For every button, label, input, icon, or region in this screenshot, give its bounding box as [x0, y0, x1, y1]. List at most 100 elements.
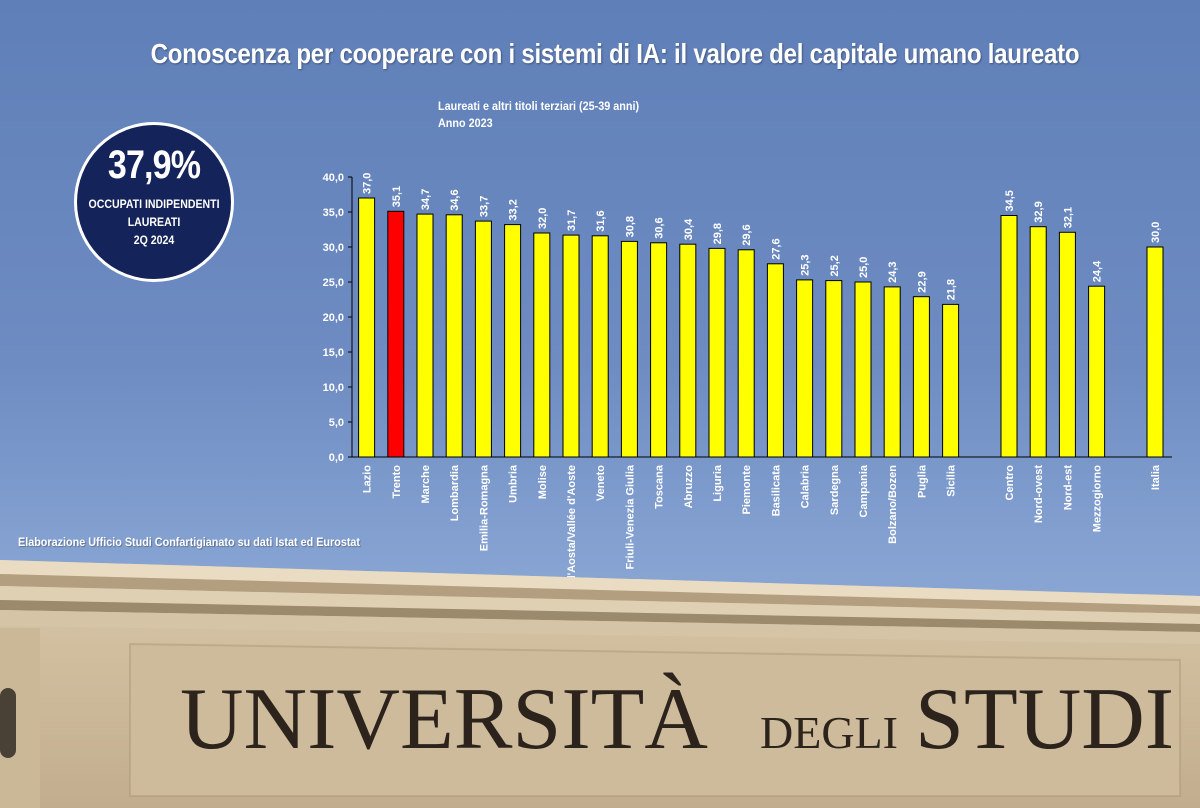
bar	[679, 243, 697, 458]
bar-value-label: 24,4	[1092, 260, 1104, 282]
bar	[1029, 226, 1047, 458]
bar	[533, 232, 551, 458]
university-building-image: UNIVERSITÀ DEGLI STUDI	[0, 560, 1200, 808]
badge-line-3: 2Q 2024	[133, 233, 175, 247]
x-tick-label: Piemonte	[741, 465, 753, 515]
x-tick-label: Lazio	[362, 465, 374, 493]
bar	[883, 286, 901, 458]
building-text-degli: DEGLI	[760, 707, 898, 758]
x-tick-label: Sardegna	[829, 464, 841, 515]
y-tick-label: 5,0	[329, 417, 344, 429]
bar-value-label: 25,2	[829, 255, 841, 276]
bar	[766, 263, 784, 458]
x-tick-label: Toscana	[654, 464, 666, 509]
x-tick-label: Centro	[1004, 465, 1016, 501]
bar	[445, 214, 463, 458]
y-tick-label: 0,0	[329, 452, 344, 464]
bar	[942, 303, 960, 458]
bar	[504, 224, 522, 458]
bar-value-label: 27,6	[770, 238, 782, 259]
x-tick-label: Campania	[858, 464, 870, 517]
x-tick-label: Friuli-Venezia Giulia	[624, 464, 636, 569]
bar-value-label: 35,1	[391, 186, 403, 207]
bar	[737, 249, 755, 458]
x-tick-label: Emilia-Romagna	[478, 464, 490, 551]
x-tick-label: Umbria	[508, 464, 520, 503]
bar	[650, 242, 668, 458]
x-tick-label: Marche	[420, 465, 432, 504]
bar-value-label: 30,6	[654, 217, 666, 238]
x-tick-label: Valle d'Aosta/Vallée d'Aoste	[566, 465, 578, 600]
x-tick-label: Mezzogiorno	[1092, 465, 1104, 532]
x-tick-label: Veneto	[595, 465, 607, 501]
x-tick-label: Trento	[391, 465, 403, 499]
badge-line-1: OCCUPATI INDIPENDENTI	[88, 197, 220, 211]
bar-value-label: 32,9	[1033, 201, 1045, 222]
y-tick-label: 35,0	[323, 207, 344, 219]
x-tick-label: Nord-ovest	[1033, 465, 1045, 523]
bar-value-label: 30,0	[1150, 222, 1162, 243]
bar-value-label: 33,2	[508, 199, 520, 220]
bar-value-label: 25,0	[858, 257, 870, 278]
bar	[708, 247, 726, 458]
y-tick-label: 20,0	[323, 312, 344, 324]
bar-value-label: 25,3	[800, 254, 812, 275]
bar-value-label: 29,8	[712, 223, 724, 244]
bar-value-label: 34,6	[449, 189, 461, 210]
bar	[416, 213, 434, 458]
x-tick-label: Sicilia	[946, 464, 958, 497]
stat-badge: 37,9% OCCUPATI INDIPENDENTI LAUREATI 2Q …	[74, 122, 234, 282]
bar-value-label: 21,8	[946, 279, 958, 300]
y-tick-label: 25,0	[323, 277, 344, 289]
bar	[1000, 215, 1018, 458]
bar-value-label: 37,0	[362, 173, 374, 194]
bar	[562, 234, 580, 458]
x-tick-label: Bolzano/Bozen	[887, 465, 899, 544]
bar	[825, 280, 843, 458]
x-tick-label: Basilicata	[770, 464, 782, 516]
bar-value-label: 33,7	[478, 196, 490, 217]
bar-value-label: 34,7	[420, 189, 432, 210]
chart-subtitle: Laureati e altri titoli terziari (25-39 …	[438, 98, 639, 132]
bar-chart: 0,0 5,0 10,0 15,0 20,0 25,0 30,0 35,0 40,0 37,0 La…	[323, 172, 1172, 600]
x-tick-label: Liguria	[712, 464, 724, 502]
bar-value-label: 32,0	[537, 208, 549, 229]
bar-value-label: 32,1	[1062, 207, 1074, 228]
bar-value-label: 31,6	[595, 210, 607, 231]
x-tick-label: Abruzzo	[683, 465, 695, 509]
bar-value-label: 30,4	[683, 218, 695, 240]
bar	[1088, 285, 1106, 458]
page-title: Conoscenza per cooperare con i sistemi d…	[150, 38, 1080, 69]
source-note: Elaborazione Ufficio Studi Confartigiana…	[18, 535, 361, 549]
bar-value-label: 22,9	[916, 271, 928, 292]
bar-value-label: 30,8	[624, 216, 636, 237]
bar	[591, 235, 609, 458]
bar	[1146, 246, 1164, 458]
building-text-universita: UNIVERSITÀ	[180, 671, 708, 768]
y-tick-label: 15,0	[323, 347, 344, 359]
x-tick-label: Italia	[1150, 464, 1162, 490]
x-tick-label: Lombardia	[449, 464, 461, 521]
bar-value-label: 24,3	[887, 261, 899, 282]
x-tick-label: Nord-est	[1062, 465, 1074, 511]
y-tick-label: 10,0	[323, 382, 344, 394]
bar	[474, 220, 492, 458]
x-tick-label: Calabria	[800, 464, 812, 508]
bar-value-label: 34,5	[1004, 190, 1016, 211]
x-tick-label: Molise	[537, 465, 549, 499]
x-tick-label: Puglia	[916, 464, 928, 498]
y-tick-label: 30,0	[323, 242, 344, 254]
chart-subtitle-line-1: Laureati e altri titoli terziari (25-39 …	[438, 99, 640, 113]
badge-line-2: LAUREATI	[127, 215, 181, 229]
bar	[912, 296, 930, 458]
chart-subtitle-line-2: Anno 2023	[438, 116, 493, 130]
bar	[1058, 231, 1076, 458]
bar-value-label: 29,6	[741, 224, 753, 245]
bar	[358, 197, 376, 458]
bar	[796, 279, 814, 458]
bar-value-label: 31,7	[566, 210, 578, 231]
badge-value: 37,9%	[107, 143, 201, 187]
bar	[620, 240, 638, 458]
y-tick-label: 40,0	[323, 172, 344, 184]
building-text-studi: STUDI	[915, 671, 1174, 768]
